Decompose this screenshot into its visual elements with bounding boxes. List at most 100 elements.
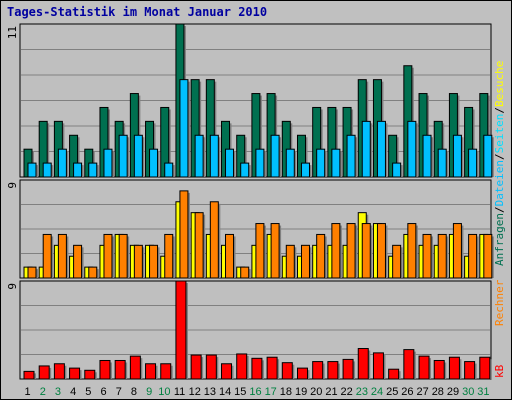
bar-kb — [114, 359, 126, 380]
bar-rechner — [133, 244, 143, 279]
day-label: 30 — [462, 386, 474, 398]
legend-top-entry: / — [493, 153, 506, 160]
legend-top-entry: Anfragen — [493, 213, 506, 266]
bar-dateien — [437, 148, 447, 178]
bar-rechner — [255, 223, 265, 279]
day-label: 11 — [174, 386, 185, 398]
bar-kb — [479, 356, 491, 380]
day-label: 3 — [55, 386, 61, 398]
panel-kb-max-label: 9 — [6, 283, 19, 290]
bar-kb — [342, 358, 354, 380]
day-label: 22 — [341, 386, 353, 398]
day-label: 26 — [401, 386, 413, 398]
bar-kb — [99, 359, 111, 380]
bar-rechner — [164, 233, 174, 279]
bar-dateien — [42, 162, 52, 178]
bar-dateien — [209, 134, 219, 178]
bar-rechner — [27, 266, 37, 279]
bar-rechner — [118, 233, 128, 279]
bar-dateien — [316, 148, 326, 178]
bar-dateien — [88, 162, 98, 178]
bar-kb — [160, 363, 172, 380]
bar-kb — [418, 355, 430, 380]
bar-kb — [312, 361, 324, 380]
bar-dateien — [376, 120, 386, 178]
bar-rechner — [376, 223, 386, 279]
bar-kb — [69, 367, 81, 380]
bar-rechner — [346, 223, 356, 279]
bar-kb — [266, 356, 278, 380]
bar-dateien — [240, 162, 250, 178]
bar-dateien — [133, 134, 143, 178]
bar-rechner — [285, 244, 295, 279]
bar-dateien — [300, 162, 310, 178]
bar-dateien — [255, 148, 265, 178]
day-label: 17 — [265, 386, 277, 398]
day-label: 6 — [101, 386, 107, 398]
day-label: 24 — [371, 386, 383, 398]
bar-rechner — [209, 201, 219, 279]
day-label: 13 — [204, 386, 216, 398]
bar-dateien — [73, 162, 83, 178]
bar-rechner — [468, 233, 478, 279]
bar-kb — [23, 370, 35, 380]
bar-rechner — [331, 223, 341, 279]
day-label: 29 — [447, 386, 459, 398]
bar-dateien — [164, 162, 174, 178]
bar-kb — [251, 357, 263, 380]
bar-kb — [388, 368, 400, 380]
bar-kb — [357, 348, 369, 380]
panel-requests-max-label: 11 — [6, 26, 19, 39]
legend-top-entry: / — [493, 206, 506, 213]
bar-dateien — [57, 148, 67, 178]
bar-kb — [221, 363, 233, 380]
bar-kb — [403, 349, 415, 380]
bar-dateien — [361, 120, 371, 178]
day-label: 8 — [131, 386, 137, 398]
bar-rechner — [437, 233, 447, 279]
bar-rechner — [483, 233, 493, 279]
legend-top-entry: Besuche — [493, 61, 506, 107]
bar-kb — [327, 361, 339, 380]
bar-kb — [84, 369, 96, 380]
bar-dateien — [179, 79, 189, 178]
bar-kb — [281, 362, 293, 380]
bar-dateien — [422, 134, 432, 178]
bar-dateien — [225, 148, 235, 178]
legend-top: Anfragen/Dateien/Seiten/Besuche — [493, 61, 506, 266]
day-label: 10 — [158, 386, 170, 398]
day-label: 31 — [477, 386, 489, 398]
bar-dateien — [103, 148, 113, 178]
bar-dateien — [149, 148, 159, 178]
bar-dateien — [346, 134, 356, 178]
day-label: 19 — [295, 386, 307, 398]
bar-kb — [464, 361, 476, 380]
bar-kb — [175, 280, 187, 380]
bar-rechner — [407, 223, 417, 279]
bar-kb — [236, 353, 248, 380]
bar-dateien — [468, 148, 478, 178]
bar-dateien — [194, 134, 204, 178]
bar-dateien — [407, 120, 417, 178]
bar-dateien — [331, 148, 341, 178]
day-label: 12 — [189, 386, 201, 398]
bar-rechner — [88, 266, 98, 279]
day-label: 5 — [85, 386, 91, 398]
legend-top-entry: Dateien — [493, 160, 506, 206]
bar-rechner — [179, 190, 189, 279]
day-label: 18 — [280, 386, 292, 398]
day-label: 9 — [146, 386, 152, 398]
bar-rechner — [103, 233, 113, 279]
legend-bottom-entry: kB — [493, 364, 506, 378]
bar-kb — [372, 352, 384, 380]
bar-kb — [38, 365, 50, 380]
bar-rechner — [300, 244, 310, 279]
day-label: 25 — [386, 386, 398, 398]
bar-kb — [205, 354, 217, 380]
bar-rechner — [361, 223, 371, 279]
bar-dateien — [270, 134, 280, 178]
page-title: Tages-Statistik im Monat Januar 2010 — [7, 5, 268, 19]
day-label: 27 — [417, 386, 429, 398]
bar-rechner — [194, 212, 204, 279]
